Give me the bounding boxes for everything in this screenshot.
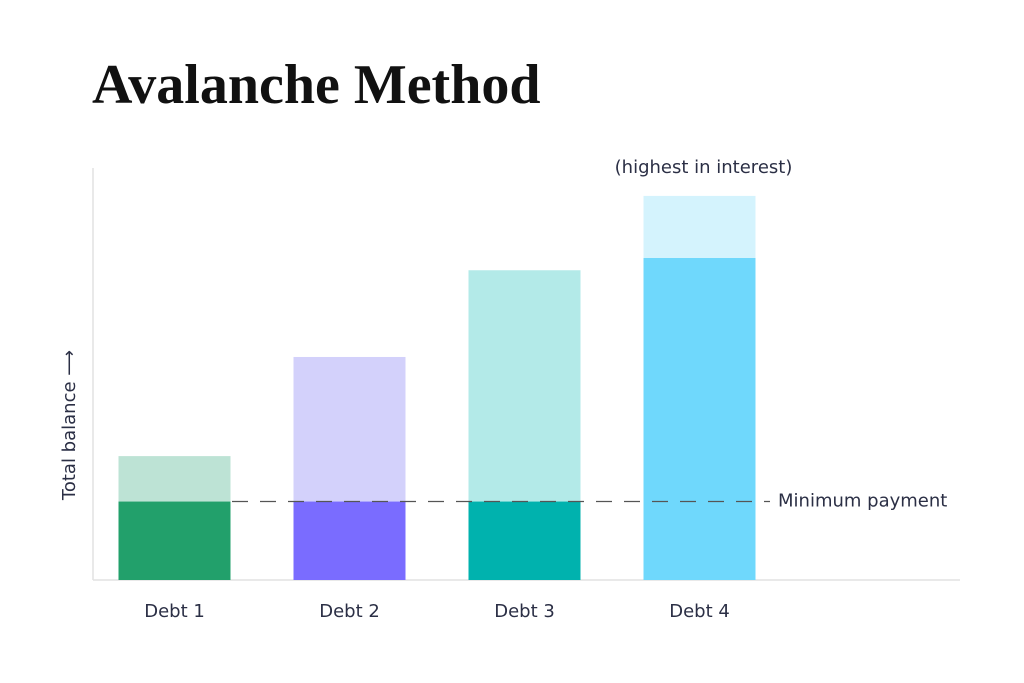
bar-segment xyxy=(118,501,231,580)
bar-segment xyxy=(293,356,406,502)
bar-segment xyxy=(468,501,581,580)
reference-label: Minimum payment xyxy=(778,491,947,512)
x-tick-label: Debt 2 xyxy=(319,601,380,622)
chart-title: Avalanche Method xyxy=(92,54,541,116)
bar-segment xyxy=(293,501,406,580)
annotation: (highest in interest) xyxy=(615,157,793,178)
y-axis-label: Total balance ⟶ xyxy=(59,350,80,501)
bar-segment xyxy=(118,456,231,502)
bar-segment xyxy=(468,270,581,502)
x-tick-label: Debt 3 xyxy=(494,601,555,622)
bar-segment xyxy=(643,195,756,258)
x-tick-label: Debt 4 xyxy=(669,601,730,622)
x-tick-label: Debt 1 xyxy=(144,601,205,622)
bar-segment xyxy=(643,257,756,580)
